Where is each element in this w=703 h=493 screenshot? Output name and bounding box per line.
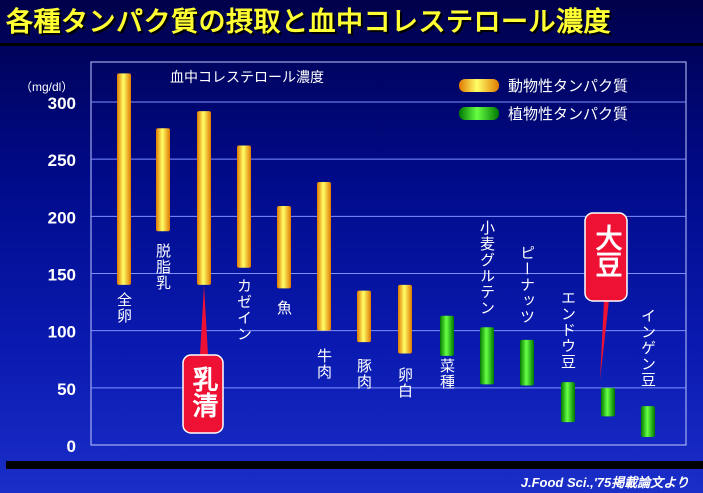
range-bar <box>317 182 331 331</box>
category-label: 豚肉 <box>355 358 373 390</box>
range-bar <box>117 73 131 285</box>
category-label: 牛肉 <box>315 348 333 380</box>
legend-entry: 植物性タンパク質 <box>508 105 628 123</box>
range-bar <box>601 387 615 417</box>
soybean-callout-box <box>584 212 628 302</box>
legend-swatch <box>459 107 499 120</box>
y-axis-unit: （mg/dl） <box>20 80 73 94</box>
y-axis: 0 50 100 150 200 250 300 <box>48 94 76 456</box>
whey-label: 乳清 <box>188 366 218 418</box>
y-tick-label: 0 <box>67 437 76 456</box>
footer-bar <box>6 461 703 469</box>
category-label: 全卵 <box>115 291 133 324</box>
range-bar <box>561 382 575 423</box>
callouts: 乳清 大豆 <box>182 212 628 434</box>
category-label: 小麦グルテン <box>478 220 496 316</box>
category-label: 脱脂乳 <box>154 243 172 291</box>
citation: J.Food Sci.,'75掲載論文より <box>520 475 689 490</box>
y-tick-label: 50 <box>57 380 76 399</box>
title-divider <box>0 43 703 46</box>
legend-swatch <box>459 79 499 92</box>
y-tick-label: 200 <box>48 208 76 227</box>
soybean-callout-pointer <box>600 300 609 380</box>
whey-callout-box <box>182 354 224 434</box>
category-label: 菜種 <box>438 358 456 390</box>
range-bar <box>237 145 251 268</box>
range-bar <box>520 339 534 386</box>
category-label: 卵白 <box>396 367 414 399</box>
legend-entry: 動物性タンパク質 <box>508 77 628 95</box>
soybean-label: 大豆 <box>591 224 623 278</box>
gridlines <box>91 101 686 389</box>
category-label: エンドウ豆 <box>559 290 577 370</box>
chart-title: 血中コレステロール濃度 <box>170 70 324 86</box>
range-bar <box>277 206 291 289</box>
y-tick-label: 100 <box>48 323 76 342</box>
y-tick-label: 300 <box>48 94 76 113</box>
category-label: インゲン豆 <box>639 308 657 388</box>
range-bar <box>480 327 494 385</box>
range-bar <box>398 284 412 354</box>
category-label: ピーナッツ <box>518 245 536 325</box>
whey-callout-pointer <box>200 285 208 355</box>
range-bar <box>641 406 655 437</box>
page-title: 各種タンパク質の摂取と血中コレステロール濃度 <box>6 7 611 38</box>
range-bar <box>357 290 371 343</box>
range-bar <box>156 128 170 232</box>
y-tick-label: 150 <box>48 266 76 285</box>
range-bar <box>440 315 454 356</box>
bars <box>117 73 655 437</box>
plot-area <box>90 61 687 446</box>
category-label: 魚 <box>275 300 293 316</box>
category-label: カゼイン <box>235 278 253 342</box>
y-tick-label: 250 <box>48 151 76 170</box>
range-bar <box>197 111 211 285</box>
